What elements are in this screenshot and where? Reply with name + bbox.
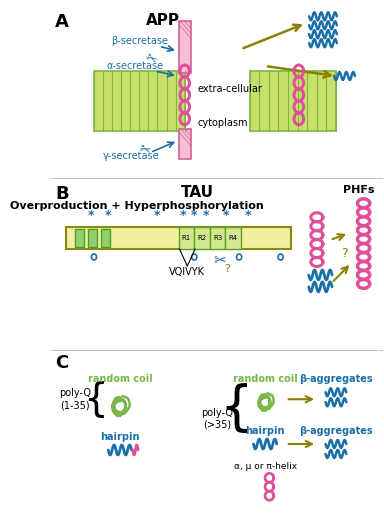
Bar bbox=[75, 229, 84, 247]
Text: C: C bbox=[55, 354, 68, 373]
Bar bbox=[179, 129, 191, 158]
Text: α-secretase: α-secretase bbox=[107, 61, 164, 71]
Text: B: B bbox=[55, 185, 69, 203]
Bar bbox=[179, 227, 194, 249]
Text: ✂: ✂ bbox=[213, 253, 226, 268]
Text: random coil: random coil bbox=[233, 374, 298, 385]
Text: VQIVYK: VQIVYK bbox=[169, 267, 205, 277]
Text: *: * bbox=[223, 209, 230, 222]
Bar bbox=[101, 229, 110, 247]
Bar bbox=[225, 227, 241, 249]
Text: R3: R3 bbox=[213, 235, 222, 241]
Bar bbox=[250, 71, 336, 131]
Text: β-aggregates: β-aggregates bbox=[299, 426, 373, 436]
Text: {: { bbox=[83, 380, 108, 418]
Text: TAU: TAU bbox=[181, 185, 214, 200]
Text: extra-cellular: extra-cellular bbox=[198, 84, 263, 94]
Text: β-aggregates: β-aggregates bbox=[299, 374, 373, 385]
Text: R2: R2 bbox=[197, 235, 207, 241]
Bar bbox=[210, 227, 225, 249]
Bar bbox=[88, 229, 98, 247]
Text: *: * bbox=[154, 209, 160, 222]
Text: hairpin: hairpin bbox=[100, 432, 140, 442]
Text: PHFs: PHFs bbox=[343, 185, 375, 195]
Text: R4: R4 bbox=[228, 235, 238, 241]
Text: ?: ? bbox=[341, 247, 348, 260]
Text: random coil: random coil bbox=[88, 374, 152, 385]
Text: *: * bbox=[191, 209, 197, 222]
Text: cytoplasm: cytoplasm bbox=[198, 118, 248, 128]
Text: *: * bbox=[180, 209, 186, 222]
Text: β-secretase: β-secretase bbox=[111, 36, 168, 46]
Text: ✂: ✂ bbox=[142, 50, 159, 68]
Bar bbox=[179, 21, 191, 73]
Text: Overproduction + Hyperphosphorylation: Overproduction + Hyperphosphorylation bbox=[10, 201, 264, 211]
Text: R1: R1 bbox=[182, 235, 191, 241]
Text: ✂: ✂ bbox=[136, 142, 152, 159]
Text: ?: ? bbox=[224, 264, 230, 274]
Text: *: * bbox=[203, 209, 210, 222]
Text: γ-secretase: γ-secretase bbox=[103, 151, 159, 160]
Text: *: * bbox=[87, 209, 94, 222]
Text: {: { bbox=[220, 383, 253, 435]
Text: *: * bbox=[245, 209, 251, 222]
Text: *: * bbox=[104, 209, 111, 222]
Text: α, μ or π-helix: α, μ or π-helix bbox=[233, 462, 297, 471]
Text: APP: APP bbox=[146, 13, 180, 29]
Text: A: A bbox=[55, 13, 69, 31]
Bar bbox=[194, 227, 210, 249]
Text: poly-Q
(>35): poly-Q (>35) bbox=[202, 408, 233, 430]
Text: poly-Q
(1-35): poly-Q (1-35) bbox=[59, 388, 91, 410]
Bar bbox=[94, 71, 185, 131]
Text: hairpin: hairpin bbox=[245, 426, 285, 436]
Bar bbox=[66, 227, 291, 249]
